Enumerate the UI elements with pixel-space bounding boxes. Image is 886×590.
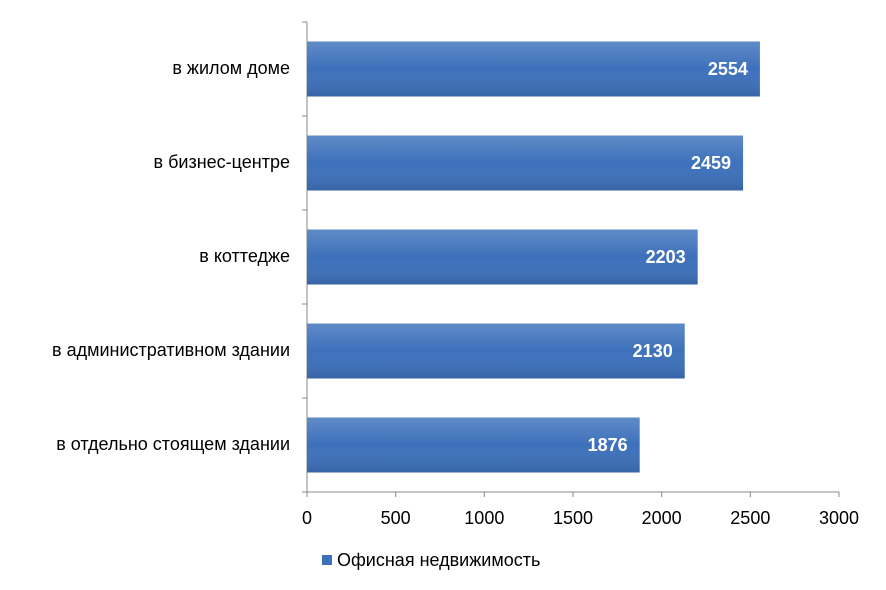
value-label: 1876	[588, 435, 628, 455]
value-label: 2459	[691, 153, 731, 173]
bar-shade	[307, 417, 640, 473]
value-label: 2130	[633, 341, 673, 361]
legend-label: Офисная недвижимость	[337, 550, 540, 570]
x-tick-label: 1500	[553, 508, 593, 528]
y-tick-label: в бизнес-центре	[154, 152, 290, 172]
y-tick-label: в отдельно стоящем здании	[56, 434, 290, 454]
y-tick-label: в жилом доме	[172, 58, 290, 78]
legend-swatch	[322, 555, 332, 565]
x-tick-label: 2500	[730, 508, 770, 528]
value-label: 2554	[708, 59, 748, 79]
bar-shade	[307, 41, 760, 97]
x-tick-label: 3000	[819, 508, 859, 528]
x-tick-label: 1000	[464, 508, 504, 528]
bar-shade	[307, 135, 744, 191]
x-tick-label: 2000	[642, 508, 682, 528]
x-tick-label: 500	[381, 508, 411, 528]
bar-shade	[307, 229, 698, 285]
y-tick-label: в административном здании	[52, 340, 290, 360]
y-tick-label: в коттедже	[199, 246, 290, 266]
bar-shade	[307, 323, 685, 379]
value-label: 2203	[646, 247, 686, 267]
x-tick-label: 0	[302, 508, 312, 528]
